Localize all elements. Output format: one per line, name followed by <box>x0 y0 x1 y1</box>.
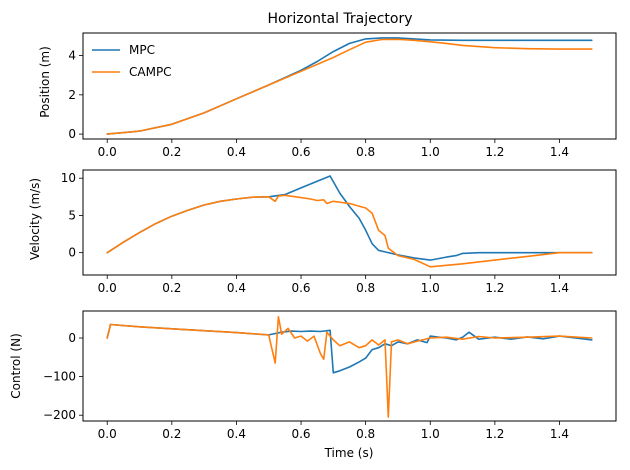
x-tick-label: 0.4 <box>227 281 246 295</box>
axes-frame <box>82 310 617 422</box>
y-tick-label: 5 <box>68 208 76 222</box>
series-line-campc <box>106 194 593 268</box>
y-tick-label: 0 <box>68 127 76 141</box>
x-tick-label: 1.4 <box>550 145 569 159</box>
x-tick-label: 1.2 <box>485 427 504 441</box>
x-tick-label: 1.0 <box>421 145 440 159</box>
x-tick-label: 1.4 <box>550 427 569 441</box>
y-axis-label: Velocity (m/s) <box>28 178 42 260</box>
y-axis-label: Position (m) <box>38 46 52 118</box>
x-tick-label: 0.0 <box>98 145 117 159</box>
x-tick-label: 0.2 <box>162 427 181 441</box>
y-tick-label: 4 <box>68 49 76 63</box>
x-tick-label: 0.8 <box>356 281 375 295</box>
y-tick-label: −200 <box>43 408 76 422</box>
x-tick-label: 0.8 <box>356 427 375 441</box>
position-subplot: Horizontal Trajectory Position (m) 0.0 0.… <box>38 11 617 159</box>
legend: MPC CAMPC <box>92 43 172 79</box>
x-tick-label: 0.6 <box>291 427 310 441</box>
x-tick-label: 1.2 <box>485 145 504 159</box>
y-tick-label: 0 <box>68 246 76 260</box>
x-tick-label: 0.0 <box>98 427 117 441</box>
y-tick-label: −100 <box>43 370 76 384</box>
x-tick-label: 0.8 <box>356 145 375 159</box>
x-tick-label: 0.6 <box>291 281 310 295</box>
x-tick-label: 0.6 <box>291 145 310 159</box>
y-axis-label: Control (N) <box>9 333 23 399</box>
series-line-mpc <box>106 37 593 135</box>
x-tick-label: 1.0 <box>421 281 440 295</box>
x-tick-label: 1.4 <box>550 281 569 295</box>
legend-label-campc: CAMPC <box>129 65 172 79</box>
x-tick-label: 0.4 <box>227 145 246 159</box>
x-tick-label: 1.0 <box>421 427 440 441</box>
y-tick-label: 0 <box>68 331 76 345</box>
series-line-mpc <box>106 175 593 261</box>
velocity-subplot: Velocity (m/s) 0.0 0.2 0.4 0.6 0.8 1.0 1.2 1.4 0… <box>28 169 617 295</box>
x-tick-label: 0.0 <box>98 281 117 295</box>
series-line-campc <box>106 38 593 135</box>
x-tick-label: 0.4 <box>227 427 246 441</box>
control-subplot: Control (N) Time (s) 0.0 0.2 0.4 0.6 0.8 1.0 1… <box>9 310 617 460</box>
y-tick-label: 2 <box>68 88 76 102</box>
chart-title: Horizontal Trajectory <box>267 11 412 27</box>
y-tick-label: 10 <box>61 171 76 185</box>
legend-label-mpc: MPC <box>129 43 155 57</box>
x-tick-label: 1.2 <box>485 281 504 295</box>
x-axis-label: Time (s) <box>324 446 374 460</box>
axes-frame <box>82 169 617 276</box>
series-line-mpc <box>106 323 593 374</box>
series-line-campc <box>106 316 593 418</box>
axes-frame <box>82 32 617 140</box>
x-tick-label: 0.2 <box>162 145 181 159</box>
x-tick-label: 0.2 <box>162 281 181 295</box>
